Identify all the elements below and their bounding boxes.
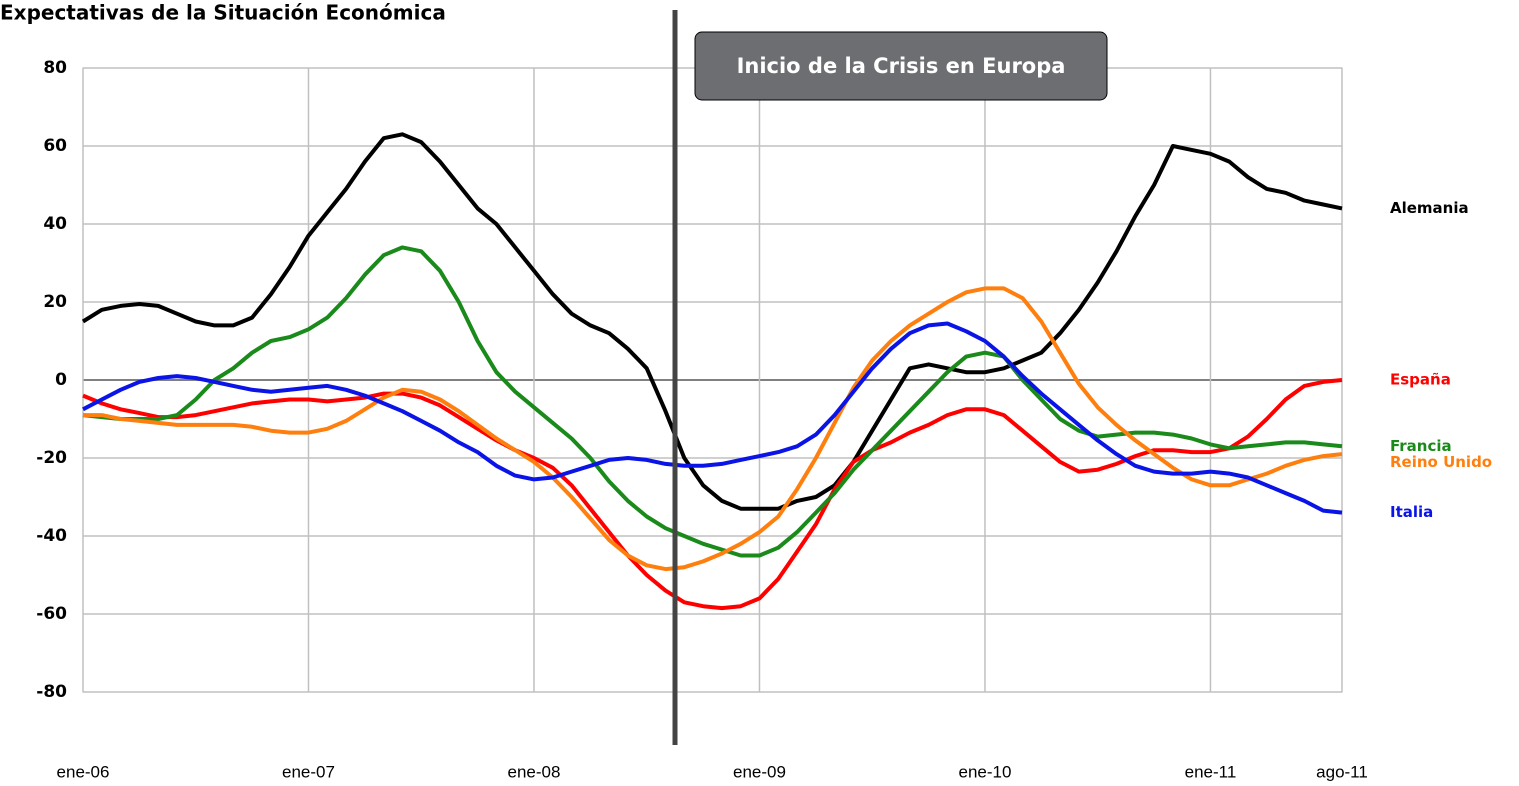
legend-label: España	[1390, 371, 1451, 389]
x-tick-label: ene-10	[959, 762, 1012, 781]
series-line	[82, 321, 1343, 515]
y-tick-label: -40	[36, 526, 67, 546]
y-tick-label: 40	[43, 214, 67, 234]
annotation-box	[694, 31, 1108, 101]
y-tick-label: -20	[36, 448, 67, 468]
legend-label: Francia	[1390, 437, 1452, 455]
x-tick-label: ene-08	[508, 762, 561, 781]
y-tick-label: 60	[43, 136, 67, 156]
legend-label: Alemania	[1390, 199, 1469, 217]
y-tick-label: 0	[55, 370, 67, 390]
x-tick-label: ene-07	[282, 762, 335, 781]
y-tick-label: -60	[36, 604, 67, 624]
x-tick-label: ene-09	[733, 762, 786, 781]
chart-title: Expectativas de la Situación Económica	[0, 1, 446, 25]
x-tick-label: ene-06	[57, 762, 110, 781]
series-line	[82, 245, 1343, 558]
series-line	[83, 286, 1343, 572]
series-line	[81, 132, 1343, 511]
x-tick-label: ago-11	[1316, 762, 1368, 781]
series-line	[82, 378, 1343, 611]
legend-label: Italia	[1390, 503, 1433, 521]
x-tick-label: ene-11	[1185, 762, 1237, 781]
y-tick-label: 80	[43, 58, 67, 78]
y-tick-label: 20	[43, 292, 67, 312]
legend-label: Reino Unido	[1390, 453, 1492, 471]
annotation: Inicio de la Crisis en Europa	[737, 54, 1066, 78]
y-tick-label: -80	[36, 682, 67, 702]
